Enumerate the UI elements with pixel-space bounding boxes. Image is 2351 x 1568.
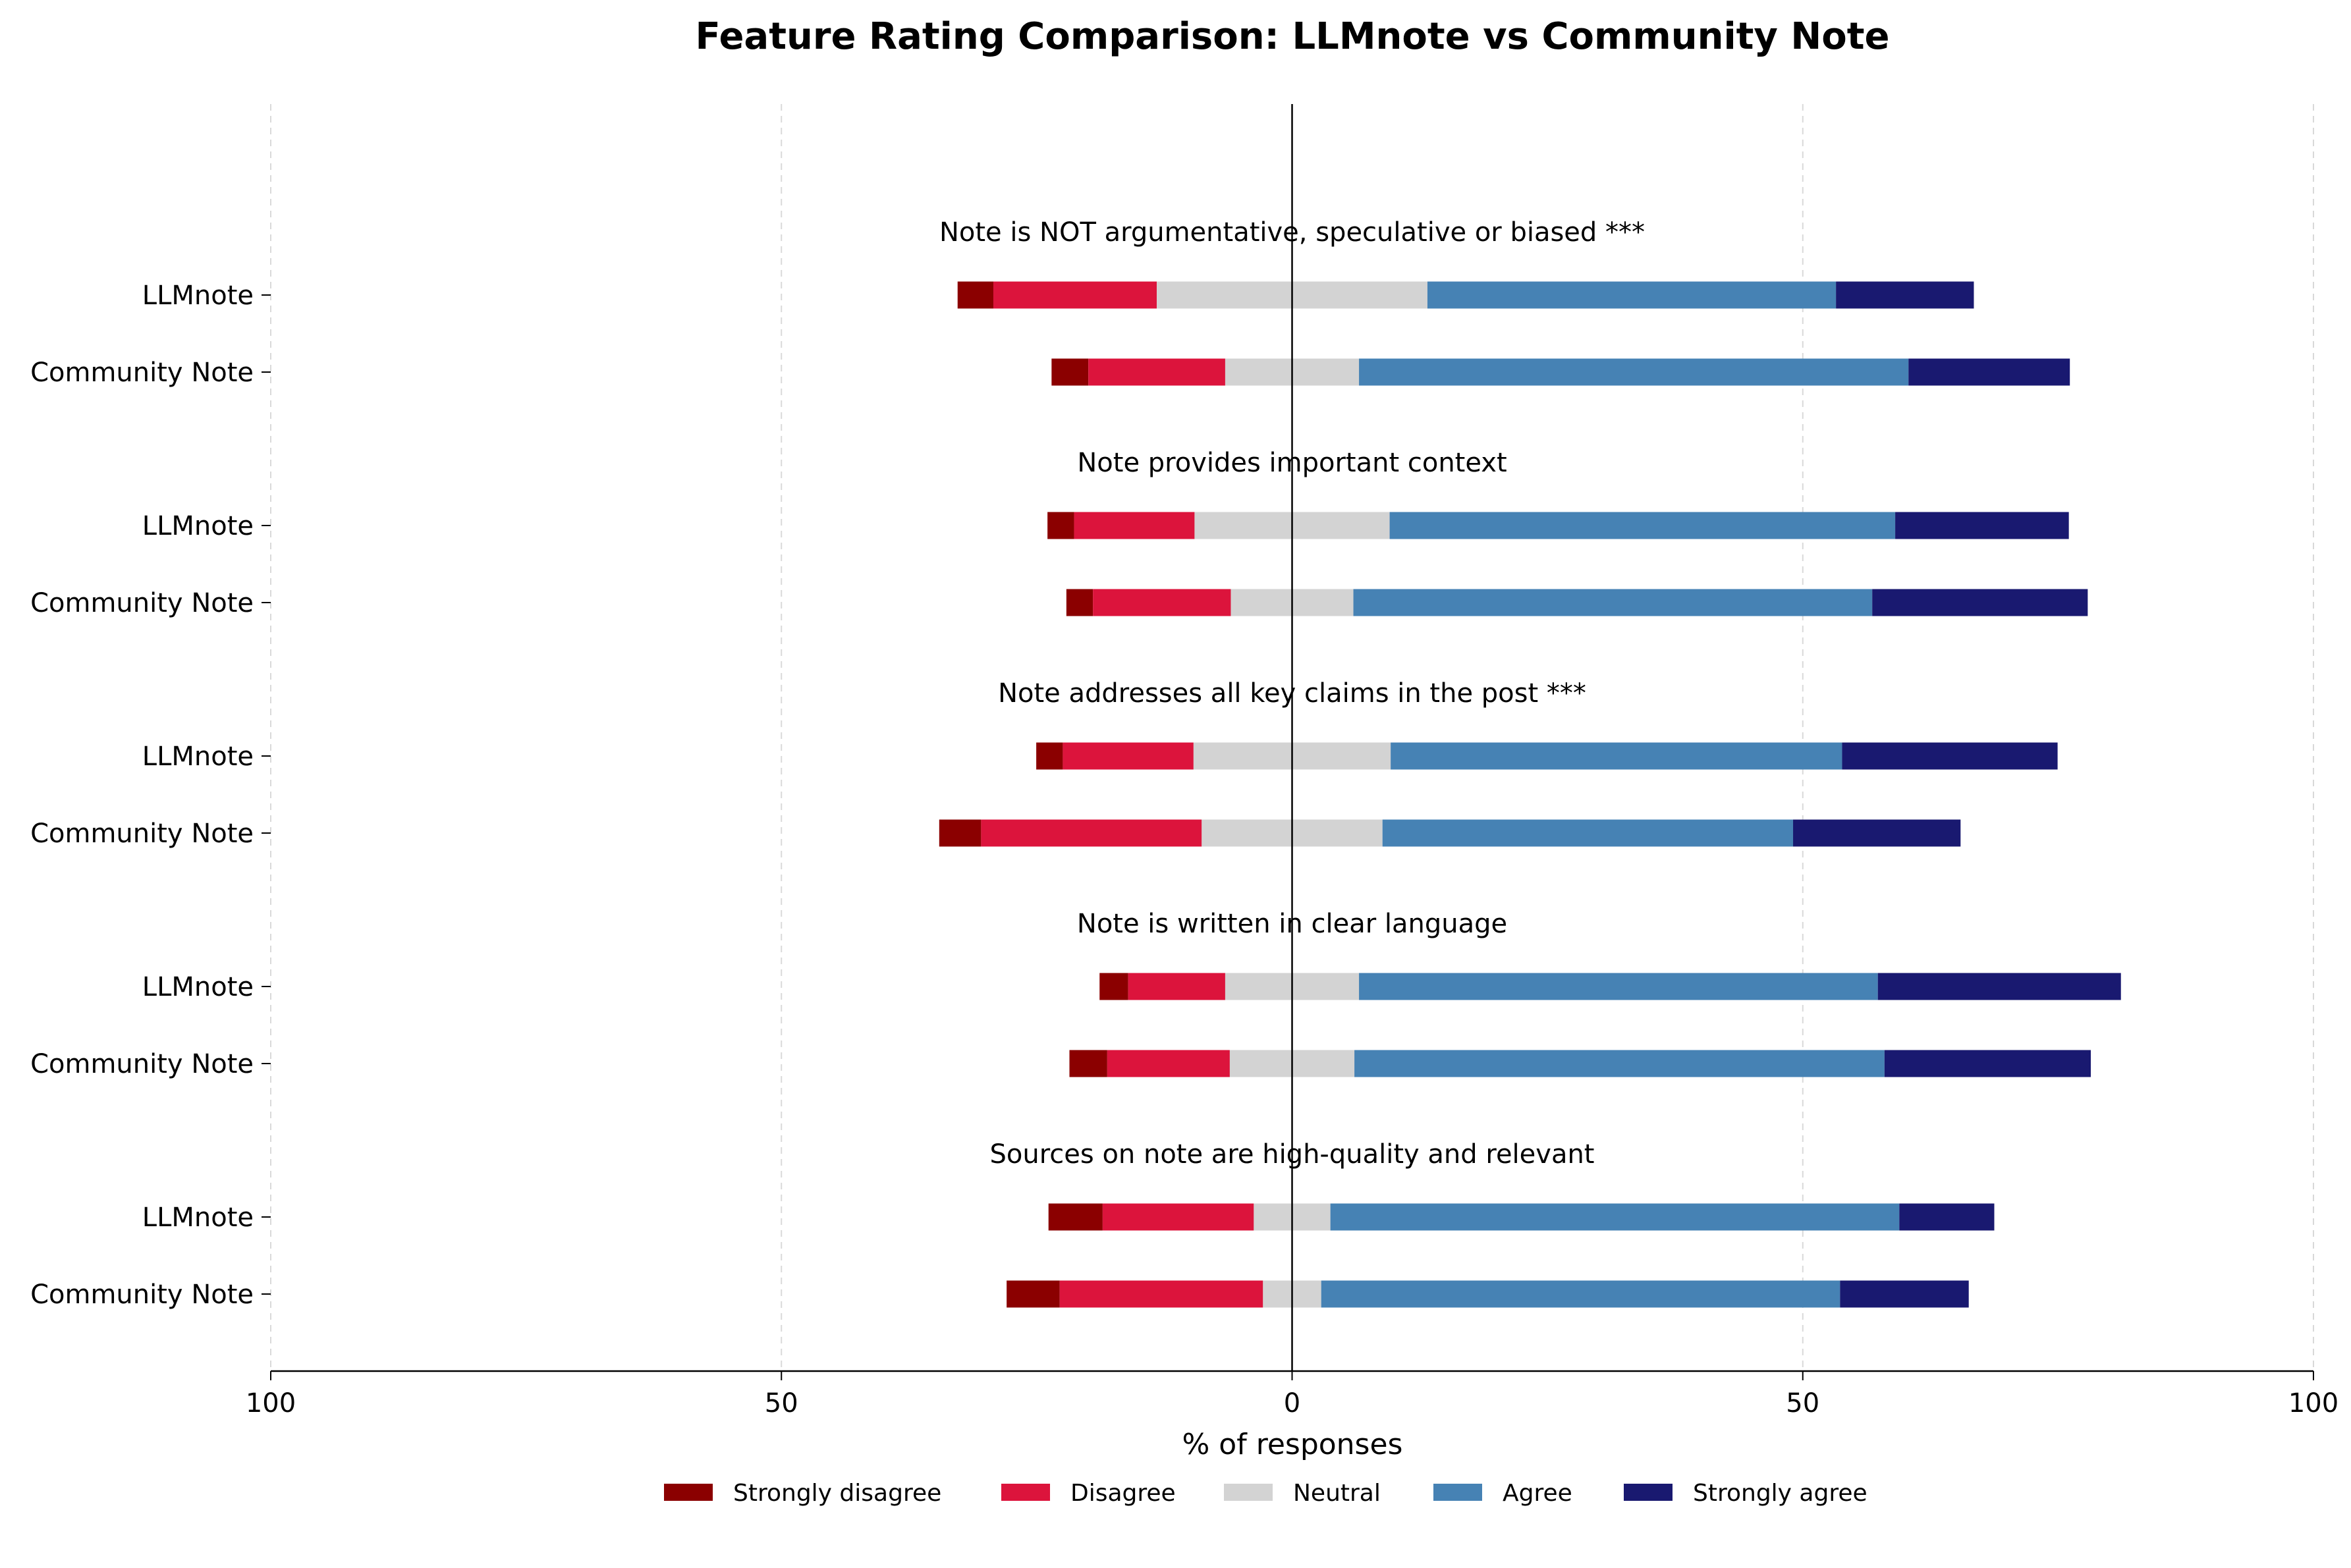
bar-segment-disagree — [1063, 742, 1194, 770]
bar-segment-strongly-agree — [1899, 1203, 1995, 1231]
bar-segment-strongly-agree — [1872, 589, 2088, 616]
legend-swatch-strongly-disagree — [664, 1484, 713, 1501]
bar-segment-strongly-disagree — [1007, 1280, 1060, 1308]
bar-segment-disagree — [1107, 1050, 1230, 1077]
y-tick-label: LLMnote — [142, 1203, 254, 1233]
bar-segment-strongly-disagree — [957, 281, 993, 309]
bar-segment-strongly-disagree — [1051, 358, 1089, 386]
y-tick-label: LLMnote — [142, 511, 254, 541]
legend: Strongly disagree Disagree Neutral Agree Str… — [664, 1480, 1867, 1507]
bar-segment-strongly-disagree — [1048, 1203, 1103, 1231]
bar-segment-strongly-disagree — [1069, 1050, 1107, 1077]
legend-label: Disagree — [1070, 1480, 1176, 1507]
bar-segment-strongly-agree — [1840, 1280, 1969, 1308]
bar-segment-strongly-disagree — [1099, 973, 1128, 1000]
bar-segment-disagree — [1088, 358, 1225, 386]
x-tick-label: 100 — [246, 1388, 296, 1419]
bar-segment-agree — [1359, 973, 1878, 1000]
bar-segment-agree — [1391, 742, 1842, 770]
y-tick-label: LLMnote — [142, 742, 254, 772]
bar-segment-agree — [1354, 1050, 1885, 1077]
y-tick-label: Community Note — [30, 588, 254, 618]
legend-swatch-agree — [1433, 1484, 1482, 1501]
legend-swatch-strongly-agree — [1624, 1484, 1673, 1501]
x-tick-label: 0 — [1284, 1388, 1300, 1419]
bar-segment-agree — [1382, 819, 1794, 847]
legend-label: Strongly disagree — [733, 1480, 941, 1507]
bar-segment-strongly-disagree — [1066, 589, 1093, 616]
y-tick-label: LLMnote — [142, 281, 254, 311]
x-tick-label: 50 — [765, 1388, 798, 1419]
y-tick-label: Community Note — [30, 1049, 254, 1079]
bar-segment-disagree — [993, 281, 1157, 309]
group-title: Note addresses all key claims in the pos… — [998, 678, 1586, 709]
legend-swatch-disagree — [1001, 1484, 1050, 1501]
bar-segment-strongly-agree — [1793, 819, 1961, 847]
bar-segment-disagree — [1102, 1203, 1254, 1231]
bar-segment-strongly-agree — [1842, 742, 2058, 770]
axes: 100 50 0 50 100 — [246, 104, 2338, 1419]
labels: Note is NOT argumentative, speculative o… — [30, 217, 1645, 1310]
bar-segment-strongly-agree — [1877, 973, 2121, 1000]
legend-label: Agree — [1503, 1480, 1572, 1507]
group-title: Note is NOT argumentative, speculative o… — [939, 217, 1645, 248]
bar-segment-agree — [1389, 512, 1896, 539]
bar-segment-disagree — [1059, 1280, 1263, 1308]
bar-segment-agree — [1330, 1203, 1900, 1231]
bar-segment-strongly-disagree — [939, 819, 982, 847]
bar-segment-disagree — [981, 819, 1202, 847]
gridlines — [270, 104, 2314, 1371]
group-title: Sources on note are high-quality and rel… — [990, 1139, 1595, 1170]
bar-segment-disagree — [1093, 589, 1231, 616]
bar-segment-strongly-agree — [1908, 358, 2070, 386]
y-tick-label: Community Note — [30, 1280, 254, 1310]
legend-label: Strongly agree — [1693, 1480, 1867, 1507]
x-axis-label: % of responses — [1182, 1428, 1403, 1461]
bar-segment-strongly-agree — [1895, 512, 2069, 539]
bar-segment-agree — [1359, 358, 1909, 386]
bar-segment-strongly-disagree — [1047, 512, 1074, 539]
bar-segment-disagree — [1074, 512, 1195, 539]
group-title: Note provides important context — [1077, 448, 1507, 478]
bar-segment-agree — [1353, 589, 1873, 616]
y-tick-label: Community Note — [30, 819, 254, 849]
bar-segment-strongly-disagree — [1036, 742, 1063, 770]
chart-title: Feature Rating Comparison: LLMnote vs Co… — [695, 15, 1889, 58]
x-tick-label: 50 — [1786, 1388, 1819, 1419]
legend-label: Neutral — [1293, 1480, 1381, 1507]
x-tick-label: 100 — [2288, 1388, 2338, 1419]
bar-segment-disagree — [1128, 973, 1225, 1000]
bar-segment-agree — [1427, 281, 1837, 309]
y-tick-label: LLMnote — [142, 972, 254, 1002]
bar-segment-strongly-agree — [1836, 281, 1974, 309]
y-tick-label: Community Note — [30, 358, 254, 388]
bar-segment-strongly-agree — [1884, 1050, 2091, 1077]
bar-segment-agree — [1321, 1280, 1840, 1308]
group-title: Note is written in clear language — [1077, 909, 1507, 939]
legend-swatch-neutral — [1224, 1484, 1273, 1501]
